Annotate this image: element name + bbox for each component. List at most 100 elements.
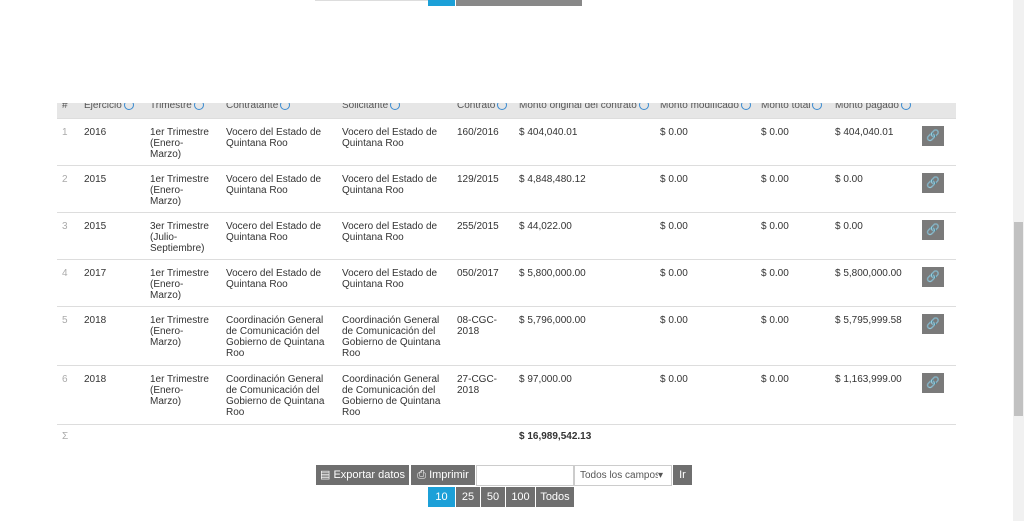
header-cell: # <box>57 103 79 119</box>
table-cell: $ 0.00 <box>830 165 918 213</box>
header-label: Monto original del contrato <box>519 103 637 111</box>
table-cell: Coordinación General de Comunicación del… <box>337 365 452 425</box>
table-cell: Vocero del Estado de Quintana Roo <box>337 118 452 166</box>
table-cell: 4 <box>57 259 79 307</box>
sum-value: $ 16,989,542.13 <box>519 431 592 442</box>
table-cell: 160/2016 <box>452 118 514 166</box>
table-cell: 2015 <box>79 165 145 213</box>
table-row: 6 2018 1er Trimestre (Enero-Marzo) Coordina… <box>57 365 956 425</box>
table-cell: 6 <box>57 365 79 425</box>
link-button[interactable]: 🔗 <box>922 126 944 146</box>
info-icon <box>497 103 508 111</box>
table-cell: Vocero del Estado de Quintana Roo <box>221 118 337 166</box>
page-size-button[interactable]: 50 <box>481 487 505 507</box>
field-select[interactable]: Todos los campos▾ <box>574 465 672 486</box>
table-cell: Coordinación General de Comunicación del… <box>337 306 452 366</box>
info-icon <box>812 103 823 111</box>
table-cell: Vocero del Estado de Quintana Roo <box>221 259 337 307</box>
action-cell: 🔗 <box>918 118 956 166</box>
table-cell: 2016 <box>79 118 145 166</box>
table-cell: $ 0.00 <box>655 259 756 307</box>
page-size-button[interactable]: 10 <box>428 487 455 507</box>
data-table: # Ejercicio Trimestre Contratante Solicitant… <box>57 103 956 449</box>
table-cell: $ 0.00 <box>830 212 918 260</box>
table-cell: 2 <box>57 165 79 213</box>
table-cell: 1er Trimestre (Enero-Marzo) <box>145 365 221 425</box>
header-label: Ejercicio <box>84 103 122 111</box>
table-cell: $ 44,022.00 <box>514 212 655 260</box>
page-size-button[interactable]: 25 <box>456 487 480 507</box>
link-button[interactable]: 🔗 <box>922 173 944 193</box>
search-input[interactable] <box>476 465 574 486</box>
header-row: # Ejercicio Trimestre Contratante Solicitant… <box>57 103 956 119</box>
export-label: Exportar datos <box>333 469 405 481</box>
table-cell: $ 0.00 <box>655 365 756 425</box>
table-cell: $ 0.00 <box>655 212 756 260</box>
page-size-button[interactable]: 100 <box>506 487 535 507</box>
header-cell: Contratante <box>221 103 337 119</box>
table-cell: Vocero del Estado de Quintana Roo <box>337 259 452 307</box>
page-size-button[interactable]: Todos <box>536 487 574 507</box>
info-icon <box>390 103 401 111</box>
table-cell: 2018 <box>79 306 145 366</box>
table-cell: $ 4,848,480.12 <box>514 165 655 213</box>
table-cell: $ 5,796,000.00 <box>514 306 655 366</box>
table-cell: $ 0.00 <box>756 118 830 166</box>
header-cell: Trimestre <box>145 103 221 119</box>
sum-cell <box>830 424 918 449</box>
header-cell: Contrato <box>452 103 514 119</box>
table-cell: Coordinación General de Comunicación del… <box>221 365 337 425</box>
top-pager-line <box>315 0 428 1</box>
info-icon <box>123 103 134 111</box>
action-cell: 🔗 <box>918 365 956 425</box>
link-button[interactable]: 🔗 <box>922 267 944 287</box>
table-cell: 5 <box>57 306 79 366</box>
table-cell: Vocero del Estado de Quintana Roo <box>337 165 452 213</box>
table-cell: 2015 <box>79 212 145 260</box>
top-pager-btn[interactable] <box>456 0 582 6</box>
table-cell: Vocero del Estado de Quintana Roo <box>337 212 452 260</box>
link-button[interactable]: 🔗 <box>922 373 944 393</box>
header-label: Solicitante <box>342 103 389 111</box>
table-cell: 255/2015 <box>452 212 514 260</box>
table-cell: $ 0.00 <box>756 365 830 425</box>
header-cell: Monto original del contrato <box>514 103 655 119</box>
go-button[interactable]: Ir <box>673 465 692 485</box>
sum-cell <box>337 424 452 449</box>
header-label: Monto pagado <box>835 103 899 111</box>
table-cell: $ 0.00 <box>756 165 830 213</box>
link-button[interactable]: 🔗 <box>922 220 944 240</box>
top-pager-btn[interactable] <box>428 0 455 6</box>
sum-cell <box>655 424 756 449</box>
action-cell: 🔗 <box>918 306 956 366</box>
print-button[interactable]: ⎙ Imprimir <box>411 465 475 485</box>
sum-cell <box>452 424 514 449</box>
link-button[interactable]: 🔗 <box>922 314 944 334</box>
action-cell: 🔗 <box>918 259 956 307</box>
action-cell: 🔗 <box>918 212 956 260</box>
table-cell: $ 0.00 <box>756 212 830 260</box>
sum-row: Σ $ 16,989,542.13 <box>57 424 956 449</box>
table-cell: 050/2017 <box>452 259 514 307</box>
header-label: Monto total <box>761 103 811 111</box>
table-cell: $ 404,040.01 <box>830 118 918 166</box>
field-select-label: Todos los campos <box>580 470 658 481</box>
table-row: 1 2016 1er Trimestre (Enero-Marzo) Vocero d… <box>57 118 956 166</box>
sum-cell <box>756 424 830 449</box>
export-button[interactable]: ▤ Exportar datos <box>316 465 409 485</box>
table-row: 2 2015 1er Trimestre (Enero-Marzo) Vocero d… <box>57 165 956 213</box>
table-cell: $ 0.00 <box>655 165 756 213</box>
sum-cell: Σ <box>57 424 79 449</box>
table-cell: 3er Trimestre (Julio-Septiembre) <box>145 212 221 260</box>
table-row: 5 2018 1er Trimestre (Enero-Marzo) Coordina… <box>57 306 956 366</box>
sum-cell <box>79 424 145 449</box>
scrollbar-thumb[interactable] <box>1014 222 1023 416</box>
table-cell: $ 404,040.01 <box>514 118 655 166</box>
table-cell: 2018 <box>79 365 145 425</box>
table-cell: Vocero del Estado de Quintana Roo <box>221 212 337 260</box>
sum-cell <box>221 424 337 449</box>
table-cell: Vocero del Estado de Quintana Roo <box>221 165 337 213</box>
table-cell: $ 5,795,999.58 <box>830 306 918 366</box>
header-cell: Monto modificado <box>655 103 756 119</box>
sum-symbol: Σ <box>62 431 69 442</box>
